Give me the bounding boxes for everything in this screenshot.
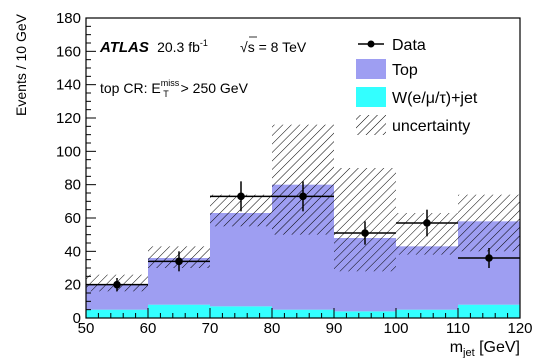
legend-uncertainty-swatch bbox=[356, 115, 386, 135]
y-tick-label: 180 bbox=[56, 10, 81, 27]
legend-wjet-label: W(e/μ/τ)+jet bbox=[392, 90, 478, 107]
y-axis-label: Events / 10 GeV bbox=[13, 13, 29, 116]
y-tick-label: 60 bbox=[64, 210, 81, 227]
sqrt-symbol: √ bbox=[240, 39, 248, 55]
legend-data-label: Data bbox=[392, 37, 426, 54]
y-tick-label: 80 bbox=[64, 177, 81, 194]
experiment-name: ATLAS bbox=[99, 39, 149, 56]
y-axis: 0 20 40 60 80 100 120 140 160 180 bbox=[56, 10, 96, 327]
data-point bbox=[237, 192, 245, 201]
region-suffix: > 250 GeV bbox=[177, 80, 249, 96]
x-tick-label: 70 bbox=[202, 320, 219, 337]
wjet-bar bbox=[272, 309, 334, 318]
legend-data-marker bbox=[367, 40, 375, 48]
y-tick-label: 160 bbox=[56, 43, 81, 60]
data-point bbox=[361, 229, 369, 237]
lumi-value: 20.3 fb bbox=[157, 39, 200, 55]
uncertainty-band bbox=[272, 124, 334, 235]
legend: Data Top W(e/μ/τ)+jet uncertainty bbox=[356, 37, 478, 135]
x-tick-label: 80 bbox=[264, 320, 281, 337]
legend-data: Data bbox=[358, 37, 426, 54]
uncertainty-band bbox=[458, 194, 520, 252]
legend-wjet-swatch bbox=[356, 87, 386, 107]
region-label: top CR: Emiss T > 250 GeV bbox=[100, 78, 249, 99]
wjet-bar bbox=[334, 311, 396, 318]
region-sub: T bbox=[163, 89, 169, 99]
y-tick-label: 140 bbox=[56, 77, 81, 94]
data-point bbox=[113, 280, 121, 289]
legend-uncertainty: uncertainty bbox=[356, 115, 470, 135]
atlas-label: ATLAS 20.3 fb-1 bbox=[99, 38, 208, 56]
energy-value: s = 8 TeV bbox=[248, 39, 307, 55]
legend-top: Top bbox=[356, 59, 418, 79]
wjet-bar bbox=[210, 306, 272, 318]
x-axis-label-main: m bbox=[450, 339, 463, 356]
x-axis-label-unit: [GeV] bbox=[475, 339, 520, 356]
top-bar bbox=[210, 213, 272, 307]
region-prefix: top CR: E bbox=[100, 80, 161, 96]
legend-wjet: W(e/μ/τ)+jet bbox=[356, 87, 478, 107]
y-tick-label: 0 bbox=[73, 310, 81, 327]
energy-label: √s = 8 TeV bbox=[240, 39, 307, 55]
region-sup: miss bbox=[161, 78, 180, 88]
wjet-bars bbox=[86, 304, 520, 318]
legend-top-label: Top bbox=[392, 62, 418, 79]
x-tick-label: 50 bbox=[78, 320, 95, 337]
y-tick-label: 100 bbox=[56, 143, 81, 160]
x-tick-label: 100 bbox=[383, 320, 408, 337]
x-tick-label: 120 bbox=[507, 320, 532, 337]
x-tick-label: 60 bbox=[140, 320, 157, 337]
y-tick-label: 40 bbox=[64, 243, 81, 260]
lumi-exp: -1 bbox=[200, 38, 208, 48]
legend-uncertainty-label: uncertainty bbox=[392, 118, 470, 135]
x-tick-label: 110 bbox=[446, 320, 470, 337]
data-point bbox=[175, 257, 183, 266]
top-bar bbox=[396, 246, 458, 310]
x-axis-label: mjet [GeV] bbox=[450, 339, 520, 358]
wjet-bar bbox=[396, 309, 458, 318]
wjet-bar bbox=[148, 304, 210, 318]
y-tick-label: 20 bbox=[64, 277, 81, 294]
wjet-bar bbox=[86, 309, 148, 318]
y-tick-label: 120 bbox=[56, 110, 81, 127]
wjet-bar bbox=[458, 304, 520, 318]
x-tick-label: 90 bbox=[326, 320, 343, 337]
x-axis-label-sub: jet bbox=[462, 347, 475, 358]
x-axis: 50 60 70 80 90 100 110 120 bbox=[78, 308, 533, 337]
data-point bbox=[423, 219, 431, 227]
legend-top-swatch bbox=[356, 59, 386, 79]
data-points bbox=[86, 181, 520, 292]
uncertainty-band bbox=[334, 168, 396, 272]
data-point bbox=[299, 192, 307, 201]
data-point bbox=[485, 254, 493, 262]
